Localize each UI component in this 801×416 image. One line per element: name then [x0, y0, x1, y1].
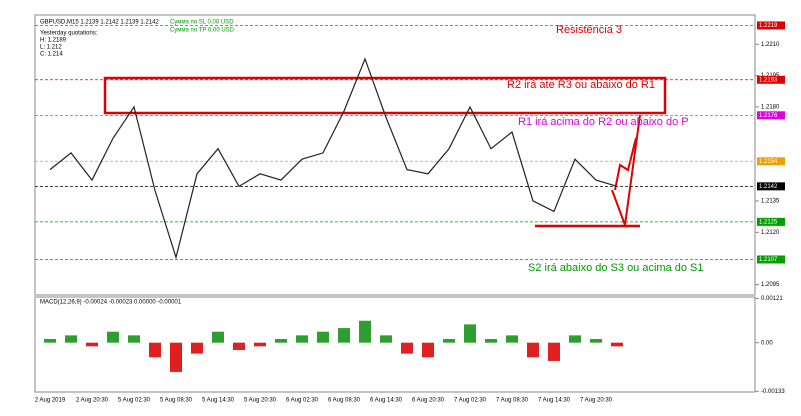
- x-tick-label: 7 Aug 14:30: [538, 398, 571, 404]
- level-box: [757, 217, 785, 226]
- x-tick-label: 5 Aug 14:30: [202, 398, 235, 404]
- price-panel: [34, 14, 756, 296]
- y-tick-label: -0.00133: [761, 389, 785, 395]
- annotation: R1 irá acima do R2 ou abaixo do P: [518, 116, 689, 128]
- x-tick-label: 2 Aug 2019: [35, 398, 66, 404]
- macd-bar: [485, 339, 497, 343]
- macd-bar: [149, 342, 161, 358]
- level-label: 1.2193: [759, 77, 778, 83]
- macd-bar: [212, 331, 224, 343]
- macd-bar: [128, 335, 140, 343]
- x-tick-label: 5 Aug 20:30: [244, 398, 277, 404]
- level-box: [757, 21, 785, 30]
- level-label: 1.2142: [759, 184, 778, 190]
- x-tick-label: 6 Aug 08:30: [328, 398, 361, 404]
- macd-bar: [359, 320, 371, 343]
- level-label: 1.2107: [759, 257, 778, 263]
- macd-bar: [86, 342, 98, 347]
- macd-panel: [34, 296, 756, 393]
- note: Сумма по SL 0.00 USD: [170, 20, 234, 26]
- price-line: [49, 57, 618, 260]
- level-box: [757, 182, 785, 191]
- info: Yesterday quotations:: [40, 31, 98, 37]
- annotation: Resistência 3: [556, 24, 622, 36]
- macd-bar: [338, 328, 350, 343]
- macd-bar: [548, 342, 560, 361]
- macd-bar: [275, 339, 287, 343]
- level-label: 1.2154: [759, 159, 778, 165]
- info: C: 1.214: [40, 52, 63, 58]
- y-tick-label: 0.00121: [761, 296, 783, 302]
- macd-bar: [569, 335, 581, 343]
- macd-bar: [170, 342, 182, 372]
- macd-bar: [422, 342, 434, 358]
- note: Сумма по TP 0.00 USD: [170, 28, 235, 34]
- macd-bar: [233, 342, 245, 350]
- macd-bar: [65, 335, 77, 343]
- y-tick-label: 0.00: [761, 340, 773, 346]
- macd-bar: [590, 339, 602, 343]
- macd-bar: [527, 342, 539, 358]
- symbol-title: GBPUSD,M15 1.2139 1.2142 1.2139 1.2142: [40, 20, 159, 26]
- macd-bar: [464, 324, 476, 343]
- info: H: 1.2189: [40, 38, 67, 44]
- annotation: R2 irá ate R3 ou abaixo do R1: [507, 79, 655, 91]
- level-box: [757, 75, 785, 84]
- x-tick-label: 6 Aug 14:30: [370, 398, 403, 404]
- level-box: [757, 255, 785, 264]
- level-label: 1.2176: [759, 113, 778, 119]
- macd-bar: [44, 339, 56, 343]
- macd-bar: [191, 342, 203, 354]
- macd-title: MACD(12,26,9) -0.00024 -0.00023 0.00000 …: [40, 300, 182, 306]
- x-tick-label: 7 Aug 20:30: [580, 398, 613, 404]
- x-tick-label: 7 Aug 08:30: [496, 398, 529, 404]
- y-tick-label: 1.2135: [761, 199, 780, 205]
- level-label: 1.2219: [759, 23, 778, 29]
- x-tick-label: 7 Aug 02:30: [454, 398, 487, 404]
- y-tick-label: 1.2210: [761, 42, 780, 48]
- macd-bar: [296, 335, 308, 343]
- level-box: [757, 111, 785, 120]
- y-tick-label: 1.2095: [761, 282, 780, 288]
- macd-bar: [107, 331, 119, 343]
- x-tick-label: 2 Aug 20:30: [76, 398, 109, 404]
- macd-bar: [317, 331, 329, 343]
- macd-bar: [401, 342, 413, 354]
- arrow: [614, 137, 637, 191]
- y-tick-label: 1.2120: [761, 230, 780, 236]
- macd-bar: [611, 342, 623, 347]
- level-box: [757, 157, 785, 166]
- annotation: S2 irá abaixo do S3 ou acima do S1: [528, 262, 704, 274]
- x-tick-label: 6 Aug 20:30: [412, 398, 445, 404]
- x-tick-label: 5 Aug 08:30: [160, 398, 193, 404]
- macd-bar: [380, 335, 392, 343]
- info: L: 1.212: [40, 45, 62, 51]
- x-tick-label: 6 Aug 02:30: [286, 398, 319, 404]
- macd-bar: [254, 342, 266, 347]
- macd-bar: [443, 339, 455, 343]
- y-tick-label: 1.2180: [761, 105, 780, 111]
- level-label: 1.2125: [759, 219, 778, 225]
- macd-bar: [506, 335, 518, 343]
- x-tick-label: 5 Aug 02:30: [118, 398, 151, 404]
